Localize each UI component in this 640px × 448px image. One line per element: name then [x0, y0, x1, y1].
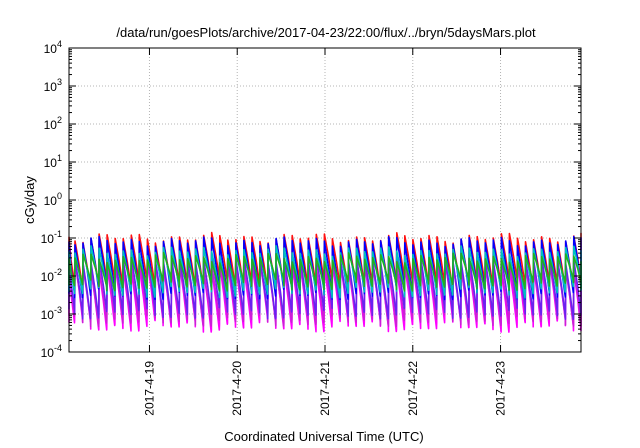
y-tick-label: 102 [44, 115, 62, 132]
y-tick-label: 101 [44, 153, 62, 170]
y-tick-label: 10-4 [41, 343, 62, 360]
series-line [68, 245, 582, 299]
series-line [68, 251, 582, 292]
y-tick-label: 104 [44, 39, 62, 56]
chart-title: /data/run/goesPlots/archive/2017-04-23/2… [116, 25, 536, 40]
x-tick-label: 2017-4-19 [142, 361, 156, 416]
x-tick-label: 2017-4-22 [406, 361, 420, 416]
x-axis-label: Coordinated Universal Time (UTC) [224, 429, 423, 444]
y-tick-label: 103 [44, 77, 62, 94]
y-tick-label: 10-1 [41, 229, 62, 246]
series-line [68, 260, 582, 333]
x-tick-label: 2017-4-20 [230, 361, 244, 416]
x-tick-label: 2017-4-21 [318, 361, 332, 416]
y-axis-label: cGy/day [22, 176, 37, 224]
y-tick-label: 10-2 [41, 267, 62, 284]
series-group [68, 231, 582, 333]
x-tick-label: 2017-4-23 [494, 361, 508, 416]
y-tick-label: 100 [44, 191, 62, 208]
x-axis: 2017-4-19 2017-4-20 2017-4-21 2017-4-22 2017… [142, 48, 508, 416]
y-tick-label: 10-3 [41, 305, 62, 322]
y-axis: 10-4 10-3 10-2 10-1 100 101 102 103 104 [41, 39, 581, 360]
